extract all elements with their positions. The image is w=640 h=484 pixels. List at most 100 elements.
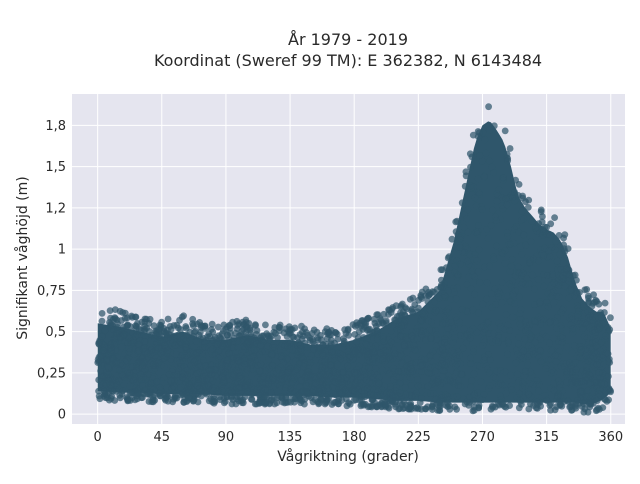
scatter-point [470,407,478,414]
scatter-point [540,282,548,290]
scatter-point [431,367,439,375]
scatter-point [428,318,435,326]
scatter-point [467,263,475,271]
scatter-point [156,331,164,339]
scatter-point [518,216,525,224]
scatter-point [132,367,140,375]
scatter-point [202,362,209,370]
scatter-point [98,317,106,325]
scatter-point [474,230,481,238]
scatter-point [527,400,534,408]
scatter-point [197,388,205,396]
scatter-point [112,348,120,356]
scatter-point [424,298,432,305]
scatter-point [444,287,452,295]
scatter-point [527,368,534,376]
chart-title-line1: År 1979 - 2019 [288,30,408,49]
scatter-point [524,361,532,369]
scatter-point [557,363,565,370]
scatter-point [490,255,498,263]
scatter-point [385,342,393,350]
scatter-point [385,370,393,378]
scatter-point [418,361,426,368]
scatter-point [323,396,331,404]
scatter-point [477,378,485,386]
scatter-point [156,392,164,400]
scatter-point [511,197,519,205]
scatter-point [228,372,236,380]
scatter-point [377,316,385,324]
scatter-point [260,393,268,401]
scatter-point [519,347,527,355]
scatter-point [536,298,544,306]
scatter-point [452,295,460,303]
scatter-point [451,262,459,270]
scatter-point [562,265,570,273]
scatter-point [461,332,469,340]
scatter-point [480,329,488,336]
x-tick-label: 315 [534,430,559,445]
scatter-point [476,279,484,287]
scatter-point [356,382,363,390]
scatter-point [145,398,153,405]
scatter-point [432,395,440,403]
scatter-point [450,284,458,292]
scatter-point [566,403,574,411]
scatter-point [177,352,185,360]
scatter-point [325,387,333,395]
scatter-point [298,322,305,330]
scatter-point [261,385,269,393]
scatter-point [165,371,173,378]
scatter-point [441,339,449,346]
scatter-point [453,316,460,324]
scatter-point [443,264,450,272]
scatter-point [422,329,430,337]
scatter-point [470,348,477,355]
scatter-point [312,387,319,395]
scatter-point [481,136,489,144]
scatter-point [526,256,534,264]
scatter-point [252,321,259,328]
scatter-point [210,336,218,344]
scatter-point [340,340,348,347]
scatter-point [414,308,421,316]
scatter-point [528,344,536,352]
scatter-point [499,174,507,182]
scatter-point [488,163,496,171]
scatter-point [546,339,553,347]
scatter-point [219,343,227,350]
scatter-point [505,241,513,248]
scatter-point [186,389,193,396]
scatter-point [470,370,478,378]
scatter-point [95,392,103,400]
scatter-point [397,333,404,341]
scatter-point [596,324,604,332]
scatter-point [563,367,571,375]
scatter-point [468,377,476,385]
scatter-point [180,398,188,406]
scatter-point [369,345,377,353]
scatter-point [502,195,510,202]
scatter-point [593,406,601,414]
scatter-point [472,202,480,210]
scatter-point [522,368,529,375]
scatter-point [480,391,488,398]
scatter-point [486,126,494,134]
scatter-point [519,269,527,277]
scatter-point [161,342,168,349]
scatter-point [588,302,596,310]
x-tick-label: 270 [470,430,495,445]
scatter-point [425,292,432,300]
scatter-point [596,360,604,368]
scatter-point [516,310,524,318]
scatter-point [495,293,502,300]
scatter-point [491,285,499,293]
scatter-point [474,128,482,135]
scatter-point [387,352,395,360]
scatter-point [458,306,466,313]
scatter-point [352,396,360,404]
scatter-point [438,355,446,363]
scatter-point [594,393,602,401]
scatter-point [190,350,198,358]
scatter-point [601,336,609,344]
